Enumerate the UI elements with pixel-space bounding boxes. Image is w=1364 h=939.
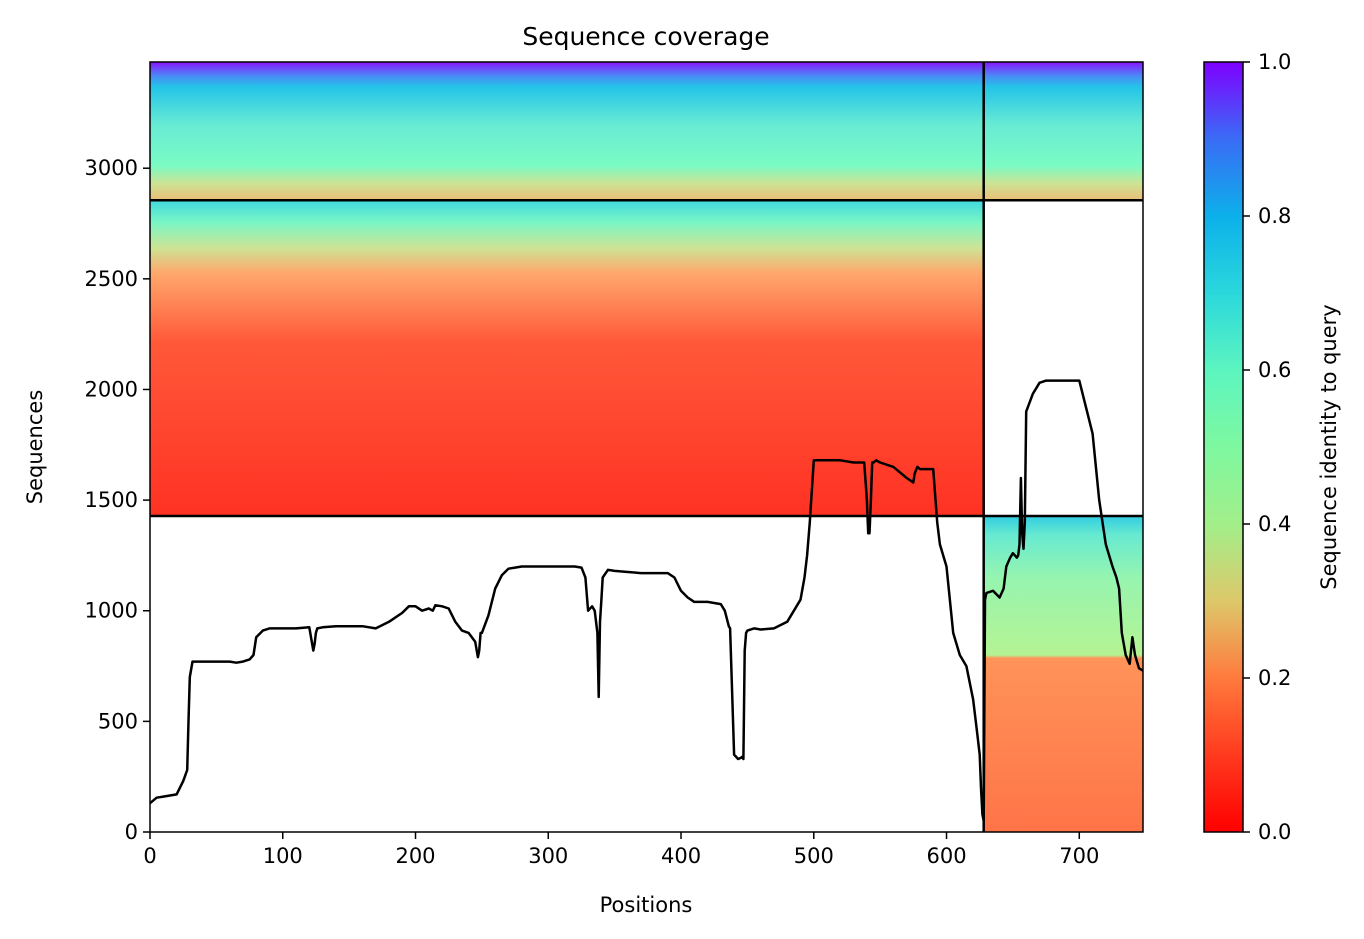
chart-title: Sequence coverage [522,22,769,51]
y-tick-label: 3000 [85,156,138,180]
coverage-blocks [150,62,1143,832]
x-tick-label: 300 [528,844,568,868]
x-tick-label: 200 [395,844,435,868]
y-tick-label: 500 [98,709,138,733]
x-axis-title: Positions [600,893,693,917]
y-tick-label: 0 [125,820,138,844]
y-tick-label: 1500 [85,488,138,512]
x-tick-label: 600 [926,844,966,868]
colorbar-ticks: 0.0 0.2 0.4 0.6 0.8 1.0 [1243,50,1291,844]
colorbar-tick-label: 1.0 [1258,50,1291,74]
colorbar-tick-label: 0.4 [1258,512,1291,536]
colorbar-tick-label: 0.0 [1258,820,1291,844]
x-tick-label: 700 [1059,844,1099,868]
colorbar-tick-label: 0.6 [1258,358,1291,382]
colorbar-tick-label: 0.2 [1258,666,1291,690]
plot-area [150,62,1143,832]
colorbar-label: Sequence identity to query [1317,304,1341,589]
x-axis: 0 100 200 300 400 500 600 700 [143,832,1099,868]
coverage-block [150,200,984,517]
coverage-block [150,62,984,201]
x-tick-label: 400 [661,844,701,868]
y-tick-label: 1000 [85,599,138,623]
x-tick-label: 0 [143,844,156,868]
coverage-line [150,379,1143,823]
y-axis: 0 500 1000 1500 2000 2500 3000 [85,156,150,844]
coverage-block [983,62,1143,201]
colorbar-gradient [1203,61,1244,833]
coverage-block [983,516,1143,832]
colorbar: 0.0 0.2 0.4 0.6 0.8 1.0 Sequence identity to … [1203,50,1341,844]
plot-frame [149,61,1144,833]
y-axis-title: Sequences [23,390,47,505]
x-tick-label: 100 [263,844,303,868]
y-tick-label: 2500 [85,267,138,291]
y-tick-label: 2000 [85,377,138,401]
x-tick-label: 500 [794,844,834,868]
colorbar-tick-label: 0.8 [1258,204,1291,228]
